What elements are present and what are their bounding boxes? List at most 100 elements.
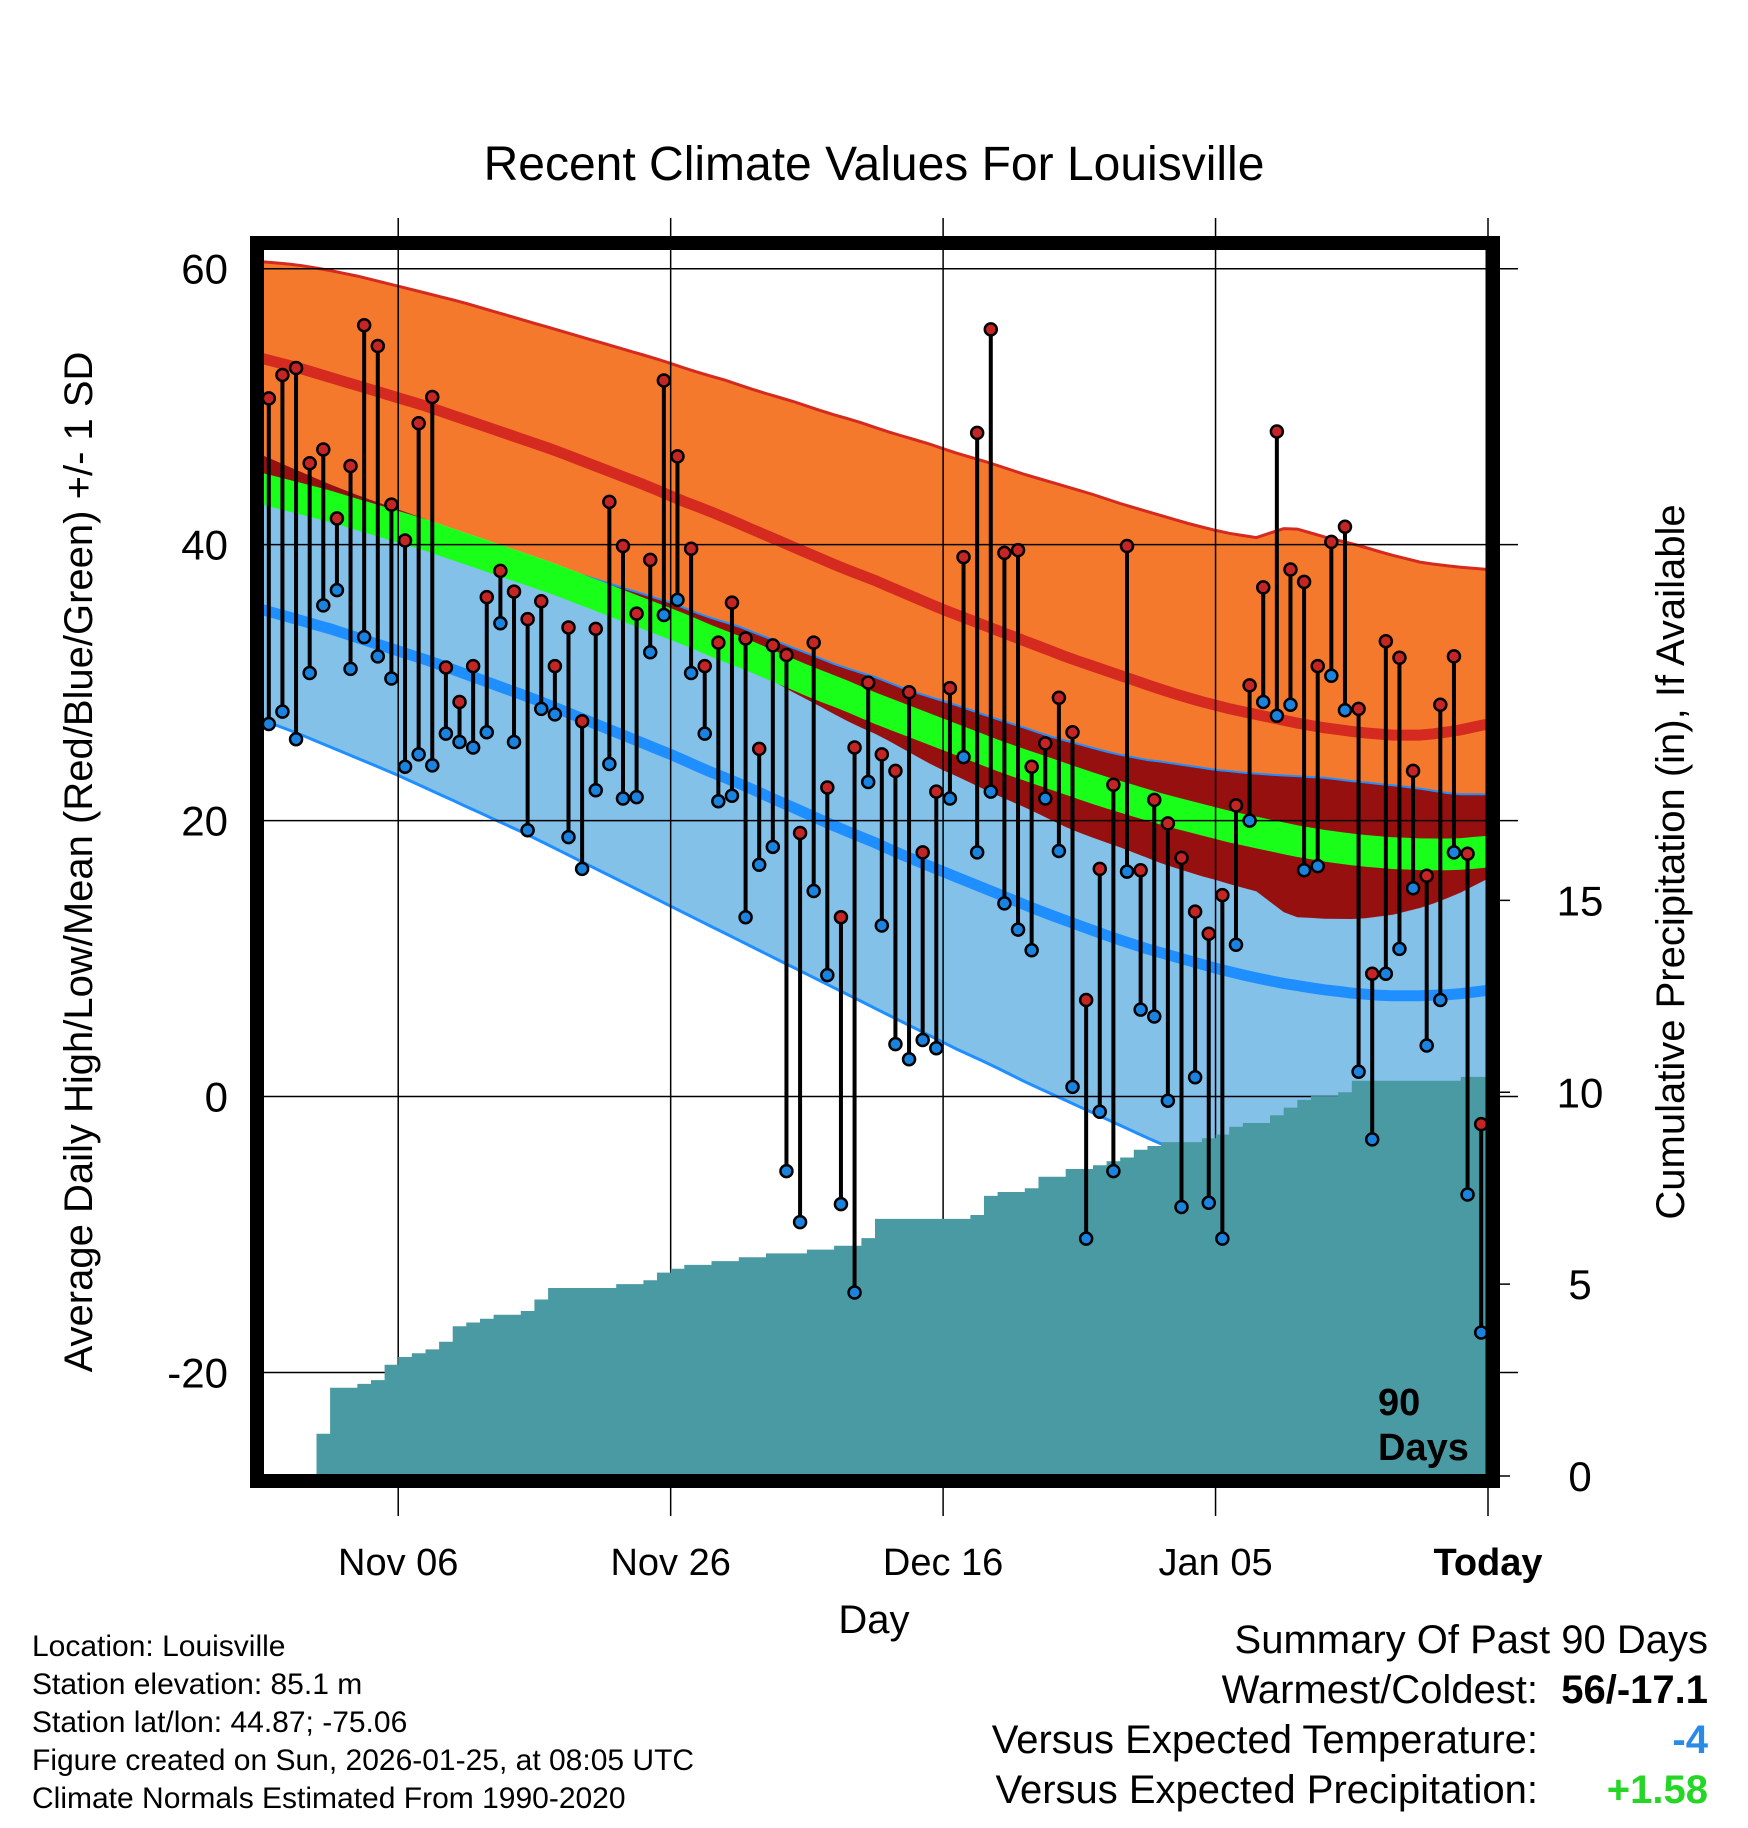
x-axis-label: Day — [838, 1598, 909, 1642]
daily-high-point — [656, 373, 672, 388]
daily-low-point — [888, 1036, 903, 1052]
daily-high-point — [1337, 519, 1353, 534]
daily-high-point — [425, 389, 440, 405]
today-label-days-unit: Days — [1378, 1427, 1469, 1469]
normal-high-line — [262, 353, 1488, 741]
daily-low-point — [656, 607, 672, 623]
daily-high-point — [1324, 534, 1339, 550]
daily-high-point — [806, 635, 821, 650]
daily-low-point — [997, 896, 1012, 911]
y-tick-label: 40 — [181, 522, 228, 569]
daily-high-point — [942, 680, 958, 696]
daily-high-point — [397, 533, 413, 548]
x-tick-label: Nov 06 — [338, 1542, 458, 1584]
daily-low-point — [1255, 694, 1271, 710]
daily-high-point — [1201, 926, 1216, 941]
daily-low-point — [1269, 708, 1285, 723]
daily-high-point — [438, 660, 454, 675]
daily-low-point — [438, 726, 454, 741]
x-tick-label: Today — [1433, 1542, 1542, 1584]
daily-high-point — [969, 425, 985, 441]
daily-high-point — [588, 621, 603, 637]
daily-low-point — [1378, 966, 1394, 982]
daily-high-point — [1351, 701, 1366, 717]
precip-value: +1.58 — [1606, 1768, 1708, 1812]
daily-low-point — [1119, 864, 1135, 879]
summary-warmest-row: Warmest/Coldest: 56/-17.1 — [992, 1665, 1708, 1715]
summary-temp-row: Versus Expected Temperature: -4 — [992, 1715, 1708, 1765]
daily-low-point — [833, 1196, 849, 1212]
daily-high-point — [901, 685, 917, 700]
daily-high-point — [1187, 904, 1203, 919]
daily-high-point — [275, 367, 290, 383]
daily-low-point — [1283, 697, 1298, 712]
daily-low-point — [765, 839, 781, 855]
daily-high-point — [629, 606, 644, 621]
daily-high-point — [860, 675, 876, 690]
daily-low-point — [1351, 1064, 1366, 1079]
daily-low-point — [1296, 863, 1312, 878]
daily-low-point — [1446, 845, 1462, 860]
y-tick-label: 0 — [205, 1074, 228, 1121]
daily-high-point — [465, 658, 481, 674]
daily-low-point — [465, 740, 481, 755]
daily-high-point — [670, 449, 685, 464]
daily-high-point — [493, 563, 508, 579]
precip-area — [262, 1076, 1488, 1476]
daily-high-point — [1147, 792, 1162, 808]
x-tick-label: Dec 16 — [883, 1542, 1003, 1584]
daily-low-point — [520, 823, 535, 838]
chart-title: Recent Climate Values For Louisville — [484, 138, 1265, 191]
daily-high-point — [1228, 798, 1244, 813]
daily-low-point — [506, 734, 522, 750]
footer-created: Figure created on Sun, 2026-01-25, at 08… — [32, 1744, 695, 1777]
daily-low-point — [1433, 992, 1448, 1008]
daily-low-point — [929, 1041, 944, 1056]
daily-high-point — [997, 545, 1012, 561]
y2-tick-label: 0 — [1568, 1453, 1591, 1500]
footer-elevation: Station elevation: 85.1 m — [32, 1668, 363, 1701]
daily-low-point — [1092, 1104, 1108, 1119]
daily-low-point — [534, 701, 549, 717]
daily-low-point — [574, 861, 590, 877]
daily-high-point — [1133, 863, 1148, 878]
daily-low-point — [642, 645, 658, 660]
daily-high-point — [1010, 542, 1026, 558]
daily-low-point — [1419, 1038, 1434, 1053]
daily-low-point — [343, 661, 358, 677]
daily-high-point — [479, 589, 495, 605]
daily-low-point — [1405, 880, 1421, 896]
daily-low-point — [860, 774, 876, 790]
daily-low-point — [670, 592, 685, 608]
daily-high-point — [833, 909, 849, 925]
temp-value: -4 — [1672, 1718, 1708, 1762]
daily-high-point — [738, 631, 753, 646]
daily-high-point — [1473, 1116, 1489, 1132]
footer-normals: Climate Normals Estimated From 1990-2020 — [32, 1782, 626, 1815]
daily-high-point — [520, 611, 535, 627]
daily-high-point — [888, 763, 903, 779]
daily-high-point — [452, 694, 467, 710]
daily-low-point — [384, 671, 399, 686]
daily-high-point — [1051, 690, 1067, 706]
daily-low-point — [615, 791, 631, 806]
daily-low-point — [820, 967, 835, 983]
y-tick-label: 20 — [181, 798, 228, 845]
daily-high-point — [642, 552, 658, 568]
y2-axis-label: Cumulative Precipitation (in), If Availa… — [1649, 504, 1693, 1219]
temp-label: Versus Expected Temperature: — [991, 1718, 1538, 1762]
plot-frame — [250, 236, 1500, 1488]
daily-low-point — [1215, 1231, 1230, 1246]
y-tick-label: 60 — [181, 246, 228, 293]
daily-high-point — [316, 442, 331, 457]
daily-low-point — [588, 783, 603, 798]
daily-high-point — [547, 658, 563, 674]
x-tick-label: Nov 26 — [610, 1542, 730, 1584]
precip-label: Versus Expected Precipitation: — [995, 1768, 1538, 1812]
daily-high-point — [751, 741, 767, 757]
daily-high-point — [956, 549, 971, 565]
daily-low-point — [1078, 1231, 1094, 1246]
daily-low-point — [738, 909, 753, 925]
x-tick-label: Jan 05 — [1159, 1542, 1273, 1584]
